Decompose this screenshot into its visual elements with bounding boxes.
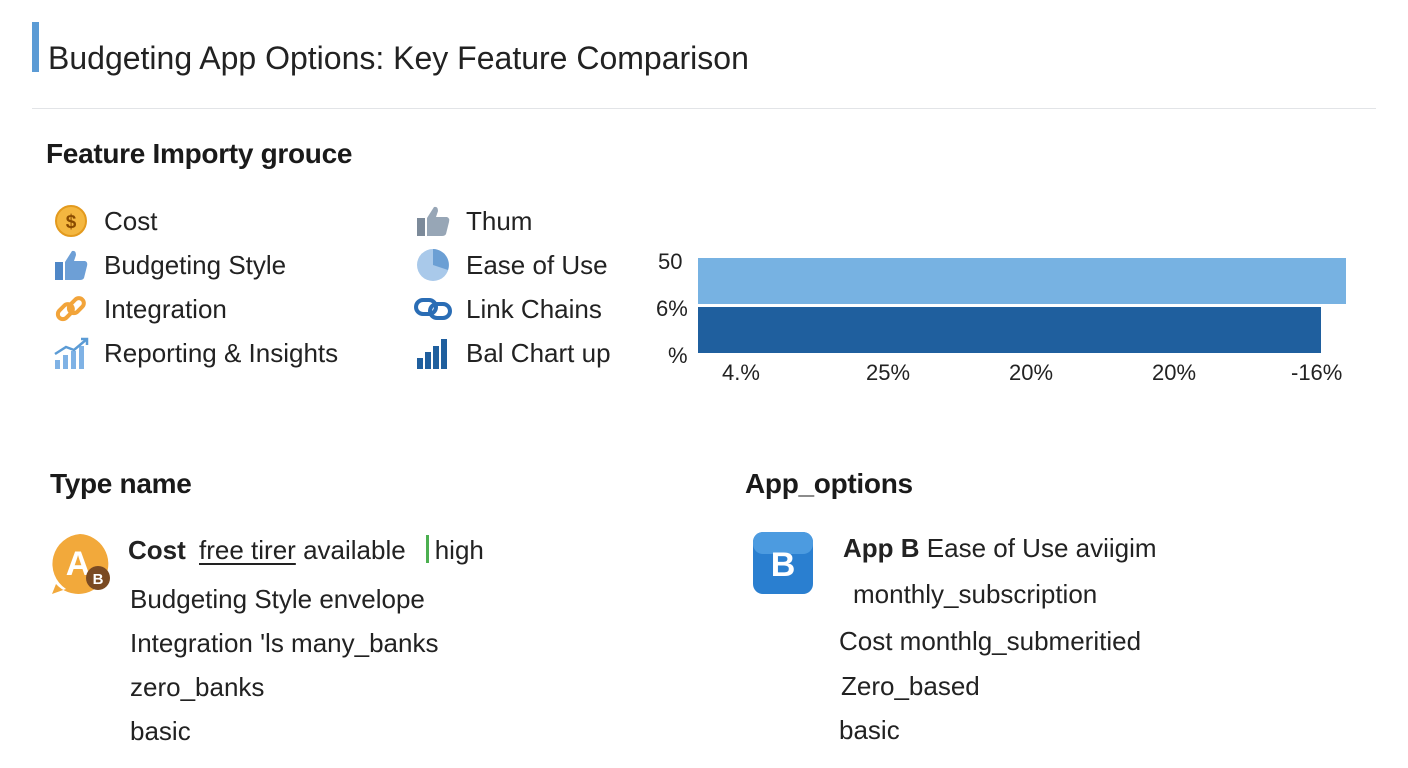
app-line: monthly_subscription (853, 579, 1098, 609)
type-line: basic (130, 716, 191, 746)
legend-item-budgeting-style: Budgeting Style (52, 245, 338, 285)
link-icon (52, 290, 90, 328)
legend-label: Link Chains (466, 293, 602, 324)
pie-chart-icon (414, 246, 452, 284)
legend-item-ease-of-use: Ease of Use (414, 245, 611, 285)
chart-x-tick-label: 20% (1152, 360, 1197, 385)
legend-left-column: $ Cost Budgeting Style Integration Repor… (52, 201, 338, 373)
header-divider (32, 108, 1376, 109)
legend-item-reporting: Reporting & Insights (52, 333, 338, 373)
app-b-avatar: B (752, 531, 814, 595)
type-line: zero_banks (130, 672, 265, 702)
svg-text:$: $ (66, 212, 77, 233)
legend-item-bal-chart: Bal Chart up (414, 333, 611, 373)
app-a-avatar: A B (48, 532, 114, 598)
type-line: Integration 'ls many_banks (130, 628, 439, 658)
app-line-1-label: App B (843, 533, 920, 563)
chain-link-icon (414, 290, 452, 328)
title-accent-bar (32, 22, 39, 72)
app-line-1: App B Ease of Use aviigim (843, 533, 1157, 564)
type-line-1: Cost free tirer available high (128, 535, 484, 566)
app-line: Zero_based (841, 671, 980, 701)
legend-item-cost: $ Cost (52, 201, 338, 241)
chart-x-tick-label: 25% (866, 360, 911, 385)
app-line: Cost monthlg_submeritied (839, 626, 1142, 656)
chart-x-tick-label: -16% (1291, 360, 1343, 385)
thumbs-up-icon (414, 202, 452, 240)
type-line-1-underlined: free tirer (199, 535, 296, 565)
legend-label: Ease of Use (466, 249, 608, 280)
app-a-badge: B (93, 571, 104, 588)
legend-label: Reporting & Insights (104, 337, 339, 368)
legend-item-link-chains: Link Chains (414, 289, 611, 329)
high-tag-marker (425, 535, 429, 563)
app-line-1-rest: Ease of Use aviigim (926, 533, 1157, 563)
legend-label: Thum (466, 205, 533, 236)
type-line-1-rest: available (303, 535, 406, 565)
chart-y-tick-label: 6% (656, 296, 688, 321)
dollar-coin-icon: $ (52, 202, 90, 240)
app-b-letter: B (771, 546, 796, 584)
app-line: basic (839, 715, 900, 745)
type-section-title: Type name (50, 468, 192, 499)
type-line-1-tag: high (434, 535, 484, 565)
legend-title: Feature Importy grouce (46, 138, 353, 169)
legend-item-integration: Integration (52, 289, 338, 329)
chart-y-tick-label: 50 (658, 249, 683, 274)
app-section-title: App_options (745, 468, 913, 499)
type-line-1-label: Cost (128, 535, 186, 565)
bar-chart-icon (414, 334, 452, 372)
chart-y-tick-label: % (668, 343, 688, 368)
legend-item-thum: Thum (414, 201, 611, 241)
thumbs-up-icon (52, 246, 90, 284)
legend-label: Budgeting Style (104, 249, 287, 280)
chart-x-tick-label: 20% (1009, 360, 1054, 385)
legend-label: Integration (104, 293, 227, 324)
chart-bar-bottom (698, 307, 1321, 353)
legend-label: Cost (104, 205, 158, 236)
legend-label: Bal Chart up (466, 337, 611, 368)
page-title: Budgeting App Options: Key Feature Compa… (48, 40, 749, 76)
chart-bar-top (698, 258, 1346, 304)
chart-x-tick-label: 4.% (722, 360, 760, 385)
rising-chart-icon (52, 334, 90, 372)
legend-right-column: Thum Ease of Use Link Chains Bal Chart u… (414, 201, 611, 373)
type-line: Budgeting Style envelope (130, 584, 425, 614)
